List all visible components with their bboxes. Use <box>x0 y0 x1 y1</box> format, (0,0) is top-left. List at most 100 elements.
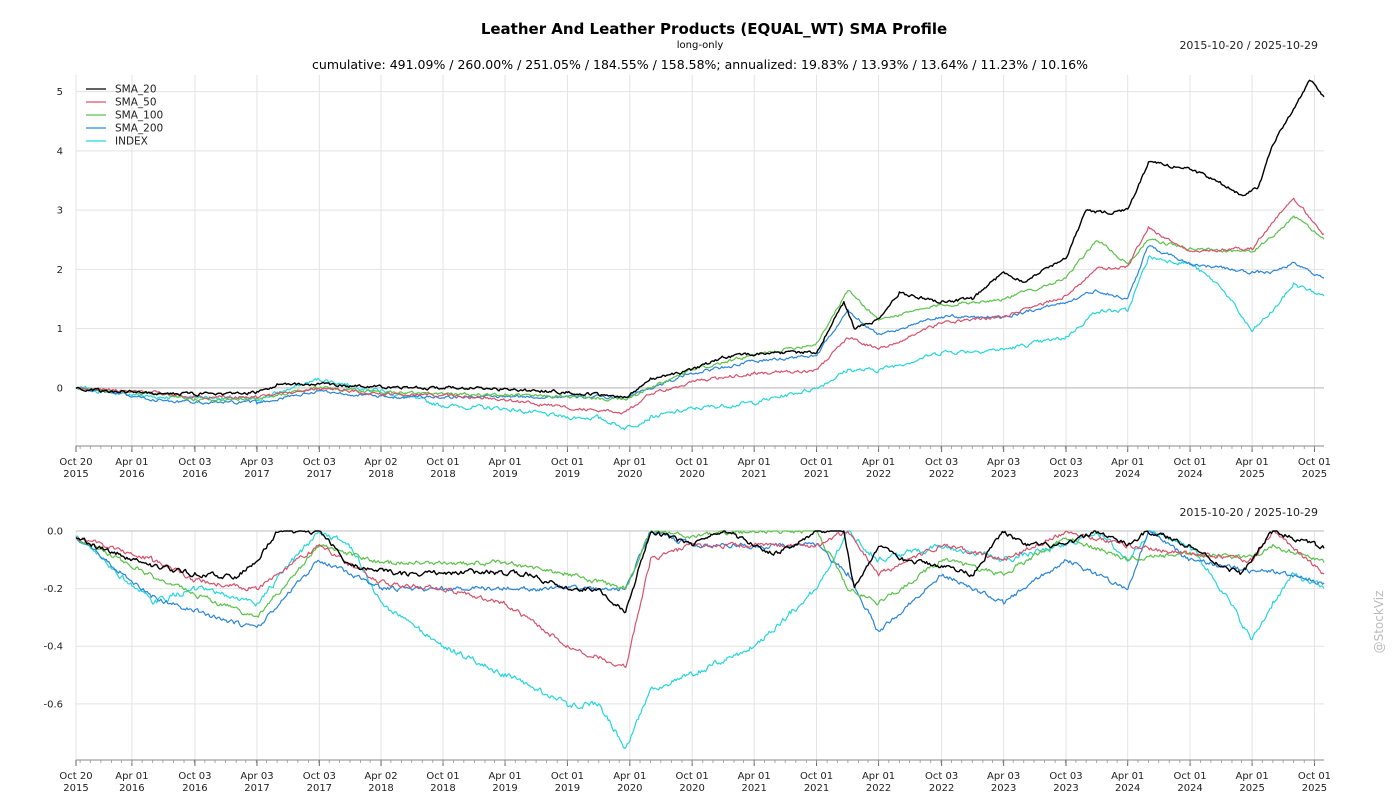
series-line-sma-20 <box>75 530 1325 614</box>
x-tick-year: 2025 <box>1302 469 1327 480</box>
legend-label: SMA_200 <box>115 123 163 135</box>
x-tick-year: 2018 <box>430 783 455 794</box>
x-tick-label: Oct 03 <box>303 771 336 782</box>
x-tick-year: 2015 <box>63 783 88 794</box>
x-tick-label: Oct 01 <box>1173 771 1206 782</box>
series-line-sma-20 <box>75 79 1325 399</box>
x-tick-year: 2022 <box>866 469 891 480</box>
series-line-index <box>75 255 1325 431</box>
legend-label: INDEX <box>115 136 148 148</box>
x-tick-label: Oct 01 <box>800 457 833 468</box>
x-tick-label: Oct 01 <box>551 457 584 468</box>
series-line-sma-50 <box>75 197 1325 415</box>
x-tick-label: Oct 03 <box>1049 457 1082 468</box>
x-tick-label: Oct 01 <box>426 771 459 782</box>
x-tick-year: 2020 <box>617 783 642 794</box>
x-tick-year: 2019 <box>555 469 580 480</box>
y-tick-label: 3 <box>57 206 63 217</box>
y-tick-label: 4 <box>57 146 63 157</box>
x-tick-label: Apr 01 <box>738 457 771 468</box>
x-tick-year: 2019 <box>555 783 580 794</box>
x-tick-year: 2025 <box>1239 783 1264 794</box>
x-tick-label: Apr 01 <box>488 457 521 468</box>
y-tick-label: -0.2 <box>43 584 63 595</box>
x-tick-year: 2023 <box>1053 469 1078 480</box>
x-tick-label: Apr 01 <box>862 457 895 468</box>
x-tick-year: 2020 <box>679 469 704 480</box>
stats-line: cumulative: 491.09% / 260.00% / 251.05% … <box>312 57 1088 72</box>
x-tick-label: Apr 01 <box>613 771 646 782</box>
x-tick-label: Apr 02 <box>364 771 397 782</box>
y-tick-label: -0.6 <box>43 699 63 710</box>
y-tick-label: 5 <box>57 87 63 98</box>
y-tick-label: 0.0 <box>47 527 63 538</box>
x-tick-year: 2016 <box>119 783 144 794</box>
x-tick-year: 2017 <box>307 783 332 794</box>
legend-label: SMA_50 <box>115 97 157 109</box>
x-tick-label: Apr 01 <box>488 771 521 782</box>
x-tick-year: 2020 <box>679 783 704 794</box>
y-tick-label: 2 <box>57 265 63 276</box>
x-tick-label: Oct 01 <box>676 771 709 782</box>
series-line-sma-200 <box>75 530 1325 632</box>
series-line-sma-200 <box>75 245 1325 405</box>
x-tick-label: Oct 03 <box>1049 771 1082 782</box>
legend-label: SMA_20 <box>115 84 157 96</box>
x-tick-year: 2024 <box>1115 783 1140 794</box>
chart-subtitle: long-only <box>677 40 724 51</box>
x-tick-label: Oct 03 <box>925 771 958 782</box>
x-tick-label: Oct 01 <box>800 771 833 782</box>
x-tick-label: Apr 03 <box>240 771 273 782</box>
x-tick-year: 2017 <box>244 469 269 480</box>
x-tick-label: Apr 01 <box>115 771 148 782</box>
x-tick-label: Apr 01 <box>1111 771 1144 782</box>
date-range-top: 2015-10-20 / 2025-10-29 <box>1179 39 1318 52</box>
series-line-index <box>75 530 1325 750</box>
x-tick-year: 2016 <box>182 469 207 480</box>
x-tick-label: Apr 01 <box>1111 457 1144 468</box>
x-tick-label: Oct 03 <box>178 457 211 468</box>
x-tick-year: 2018 <box>368 783 393 794</box>
x-tick-year: 2021 <box>804 783 829 794</box>
x-tick-year: 2024 <box>1177 783 1202 794</box>
chart-title: Leather And Leather Products (EQUAL_WT) … <box>481 20 947 38</box>
watermark: @StockViz <box>1372 591 1386 654</box>
x-tick-label: Apr 01 <box>738 771 771 782</box>
x-tick-year: 2018 <box>430 469 455 480</box>
x-tick-year: 2024 <box>1115 469 1140 480</box>
legend-label: SMA_100 <box>115 110 163 122</box>
x-tick-year: 2021 <box>804 469 829 480</box>
x-tick-label: Apr 03 <box>987 771 1020 782</box>
x-tick-label: Apr 02 <box>364 457 397 468</box>
x-tick-label: Oct 20 <box>59 457 92 468</box>
x-tick-year: 2023 <box>1053 783 1078 794</box>
x-tick-year: 2016 <box>182 783 207 794</box>
x-tick-year: 2021 <box>741 783 766 794</box>
x-tick-year: 2023 <box>991 783 1016 794</box>
x-tick-year: 2025 <box>1239 469 1264 480</box>
x-tick-label: Oct 01 <box>1298 771 1331 782</box>
x-tick-year: 2018 <box>368 469 393 480</box>
x-tick-year: 2021 <box>741 469 766 480</box>
x-tick-year: 2023 <box>991 469 1016 480</box>
x-tick-label: Oct 01 <box>426 457 459 468</box>
x-tick-year: 2020 <box>617 469 642 480</box>
y-tick-label: 1 <box>57 324 63 335</box>
x-tick-label: Apr 01 <box>862 771 895 782</box>
x-tick-year: 2022 <box>866 783 891 794</box>
x-tick-label: Oct 01 <box>1298 457 1331 468</box>
x-tick-label: Apr 01 <box>1235 771 1268 782</box>
x-tick-year: 2019 <box>492 469 517 480</box>
x-tick-year: 2017 <box>244 783 269 794</box>
x-tick-year: 2025 <box>1302 783 1327 794</box>
x-tick-label: Oct 20 <box>59 771 92 782</box>
x-tick-label: Oct 01 <box>1173 457 1206 468</box>
x-tick-year: 2022 <box>929 783 954 794</box>
x-tick-label: Oct 03 <box>178 771 211 782</box>
date-range-bottom: 2015-10-20 / 2025-10-29 <box>1179 506 1318 519</box>
x-tick-year: 2015 <box>63 469 88 480</box>
series-line-sma-100 <box>75 530 1325 618</box>
x-tick-year: 2017 <box>307 469 332 480</box>
